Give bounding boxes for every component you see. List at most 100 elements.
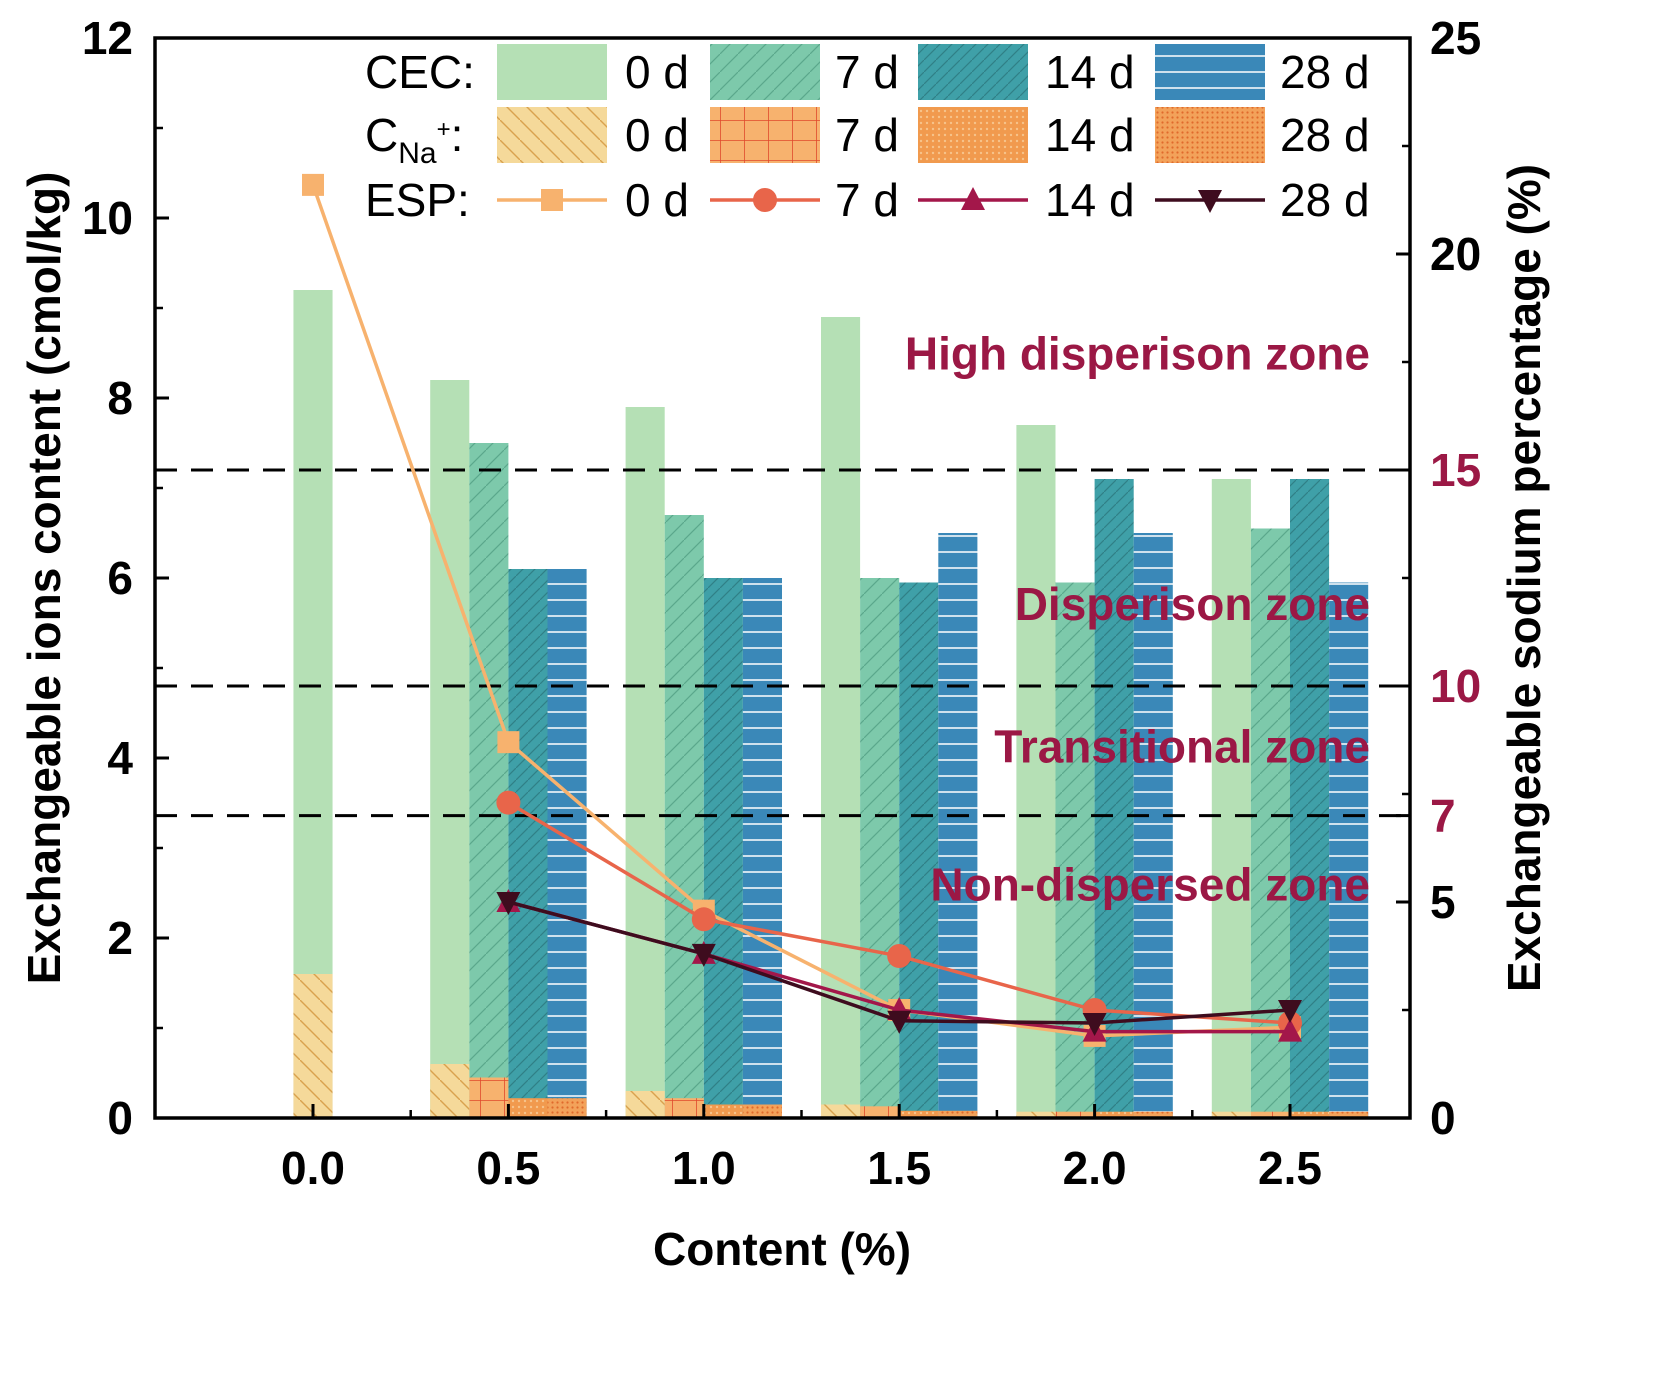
- legend-cna-day-1: 7 d: [835, 109, 899, 161]
- legend-cna-day-3: 28 d: [1280, 109, 1370, 161]
- legend-cna-day-0: 0 d: [625, 109, 689, 161]
- cec-bar-3-1: [547, 569, 587, 1118]
- cec-bar-0-4: [1016, 425, 1056, 1118]
- esp-point-3-0: [496, 892, 521, 915]
- zone-label-0: High disperison zone: [905, 327, 1370, 379]
- x-tick-label-3: 1.5: [867, 1142, 931, 1194]
- legend-esp-day-3: 28 d: [1280, 174, 1370, 226]
- legend-cec-swatch-2: [918, 44, 1028, 100]
- cna-bar-3-3: [938, 1110, 978, 1118]
- esp-line-0: [311, 184, 1291, 1038]
- esp-lines-layer: [302, 173, 1302, 1047]
- cec-bar-0-1: [430, 380, 470, 1118]
- cec-bar-2-3: [899, 582, 939, 1118]
- cna-bar-0-1: [430, 1064, 470, 1118]
- y-right-tick-label-25: 25: [1430, 12, 1481, 64]
- y-left-tick-label-8: 8: [107, 372, 133, 424]
- esp-point-0-0: [302, 173, 324, 196]
- esp-point-1-0: [496, 790, 521, 815]
- legend-cec-day-0: 0 d: [625, 46, 689, 98]
- cna-bar-2-3: [899, 1110, 939, 1118]
- legend-esp-marker-0: [541, 189, 563, 211]
- legend-cna-swatch-2: [918, 107, 1028, 163]
- cec-bar-3-5: [1329, 582, 1369, 1118]
- legend-esp-day-0: 0 d: [625, 174, 689, 226]
- legend-cna-swatch-3: [1155, 107, 1265, 163]
- zone-label-3: Non-dispersed zone: [930, 859, 1370, 911]
- esp-point-3-3: [1082, 1012, 1107, 1036]
- x-tick-label-5: 2.5: [1258, 1142, 1322, 1194]
- y-axis-left-title: Exchangeable ions content (cmol/kg): [18, 172, 70, 985]
- esp-point-0-1: [497, 731, 520, 754]
- cec-bar-3-3: [938, 533, 978, 1118]
- cec-bar-2-2: [703, 578, 743, 1118]
- cna-bar-1-2: [664, 1098, 704, 1118]
- legend-cna-swatch-1: [710, 107, 820, 163]
- cec-bar-0-5: [1211, 479, 1251, 1118]
- zone-label-2: Transitional zone: [994, 720, 1370, 772]
- cec-bar-0-3: [821, 317, 861, 1118]
- cna-bar-2-4: [1094, 1111, 1134, 1118]
- legend-esp-marker-1: [753, 188, 777, 212]
- cna-bar-3-4: [1133, 1111, 1173, 1118]
- legend-cec-day-2: 14 d: [1045, 46, 1135, 98]
- y-right-tick-label-5: 5: [1430, 876, 1456, 928]
- legend-esp-marker-2: [961, 187, 985, 210]
- cec-bar-2-1: [508, 569, 548, 1118]
- cec-bar-1-1: [469, 443, 509, 1118]
- y-left-tick-label-2: 2: [107, 912, 133, 964]
- esp-point-3-4: [1278, 1000, 1302, 1023]
- zone-labels: High disperison zone Disperison zone Trans…: [905, 327, 1370, 910]
- cec-bar-0-2: [625, 407, 665, 1118]
- y-right-tick-label-0: 0: [1430, 1092, 1456, 1144]
- legend-esp-marker-3: [1198, 190, 1222, 213]
- cec-bar-1-3: [860, 578, 900, 1118]
- cna-bar-2-1: [508, 1098, 548, 1118]
- y-left-tick-label-4: 4: [107, 732, 133, 784]
- x-tick-label-0: 0.0: [281, 1142, 345, 1194]
- y-right-tick-label-7: 7: [1430, 790, 1456, 842]
- legend-esp-day-2: 14 d: [1045, 174, 1135, 226]
- legend-esp-label: ESP:: [365, 174, 470, 226]
- legend-cec-swatch-1: [710, 44, 820, 100]
- y-right-tick-label-15: 15: [1430, 444, 1481, 496]
- legend-cna-swatch-0: [497, 107, 607, 163]
- cna-bar-1-4: [1055, 1111, 1095, 1118]
- cec-bar-3-2: [742, 578, 782, 1118]
- cna-bar-3-1: [547, 1098, 587, 1118]
- legend-cec-label: CEC:: [365, 46, 475, 98]
- axes: 0 2 4 6 8 10 12 0 5 7 10 15 20 25 0.0 0.5 1.0 1.5 2.0 2.5: [82, 12, 1481, 1194]
- legend-cec-swatch-0: [497, 44, 607, 100]
- legend: CEC: CNa+:ESP: 0 d 0 d 0 d 7 d 7 d 7 d 14 d 14 d 1…: [365, 44, 1370, 226]
- x-tick-label-1: 0.5: [476, 1142, 540, 1194]
- cna-bar-3-5: [1329, 1111, 1369, 1118]
- cna-bar-2-5: [1290, 1111, 1330, 1118]
- legend-cna-day-2: 14 d: [1045, 109, 1135, 161]
- esp-point-1-1: [691, 907, 716, 932]
- cna-bar-3-2: [742, 1104, 782, 1118]
- cna-bar-1-1: [469, 1077, 509, 1118]
- cna-bar-1-3: [860, 1106, 900, 1118]
- zone-label-1: Disperison zone: [1015, 578, 1370, 630]
- y-left-tick-label-6: 6: [107, 552, 133, 604]
- cna-bar-0-0: [293, 974, 333, 1118]
- cec-bar-2-5: [1290, 479, 1330, 1118]
- legend-cec-day-3: 28 d: [1280, 46, 1370, 98]
- y-right-tick-label-20: 20: [1430, 228, 1481, 280]
- esp-point-2-4: [1278, 1018, 1302, 1042]
- cna-bar-1-5: [1250, 1111, 1290, 1118]
- legend-cec-day-1: 7 d: [835, 46, 899, 98]
- y-axis-right-title: Exchangeable sodium percentage (%): [1498, 164, 1550, 992]
- cna-bar-2-2: [703, 1104, 743, 1118]
- threshold-lines: [155, 468, 1410, 818]
- cna-bar-0-5: [1211, 1111, 1251, 1118]
- esp-point-3-1: [691, 943, 716, 967]
- cna-bar-0-2: [625, 1091, 665, 1118]
- bars-layer: [293, 290, 1369, 1118]
- y-left-tick-label-12: 12: [82, 12, 133, 64]
- legend-esp-day-1: 7 d: [835, 174, 899, 226]
- esp-point-3-2: [887, 1010, 912, 1034]
- y-right-tick-label-10: 10: [1430, 660, 1481, 712]
- legend-cna-label: CNa+:: [365, 109, 463, 170]
